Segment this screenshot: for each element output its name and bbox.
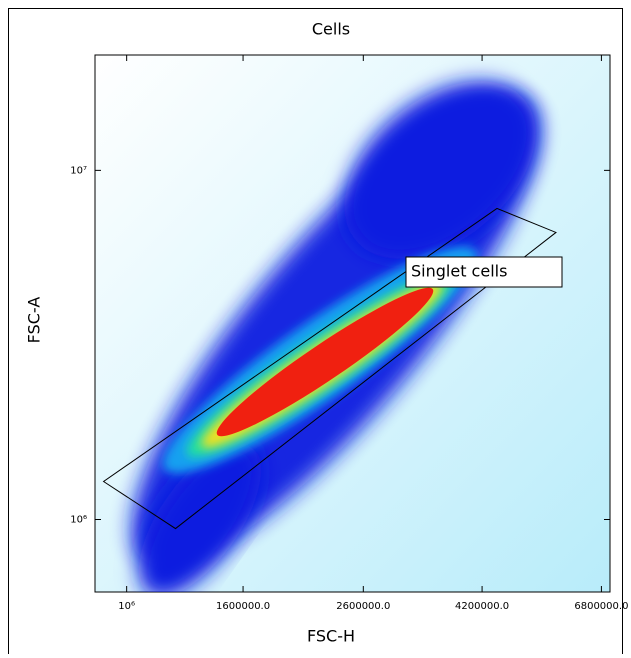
gate-label-box <box>405 256 563 288</box>
x-tick-label: 10⁶ <box>118 601 135 612</box>
x-tick-label: 4200000.0 <box>455 601 509 612</box>
y-tick-label: 10⁶ <box>70 515 87 526</box>
y-axis-label: FSC-A <box>25 297 44 344</box>
gate <box>102 207 557 530</box>
x-tick-label: 1600000.0 <box>216 601 270 612</box>
density-cloud <box>131 81 539 592</box>
x-tick-label: 2600000.0 <box>336 601 390 612</box>
x-axis-label: FSC-H <box>307 627 355 646</box>
chart-title: Cells <box>312 20 350 39</box>
gate-label: Singlet cells <box>411 262 507 281</box>
x-tick-label: 6800000.0 <box>574 601 628 612</box>
y-tick-label: 10⁷ <box>70 165 87 176</box>
